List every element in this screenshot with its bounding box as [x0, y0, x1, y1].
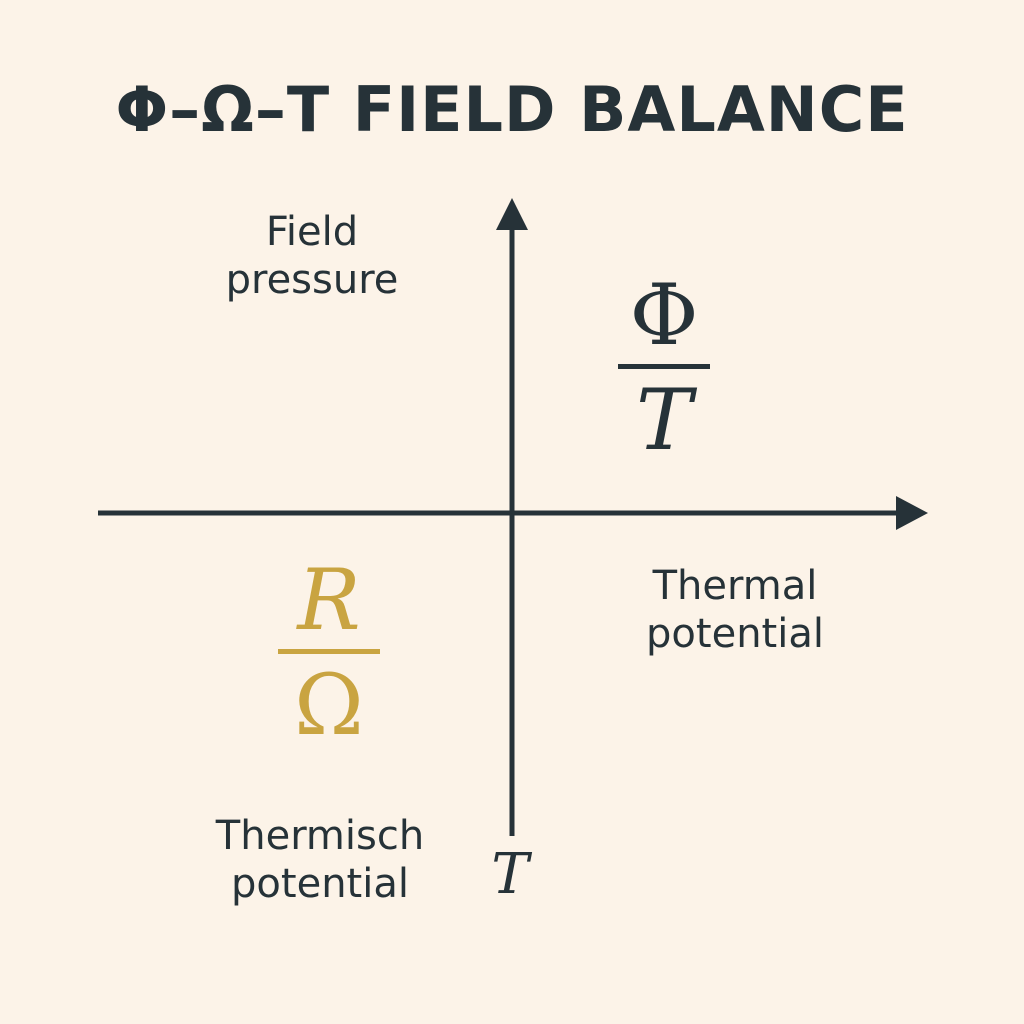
fraction-bar	[618, 364, 710, 369]
r-over-omega-fraction: R Ω	[278, 555, 380, 750]
field-pressure-line-2: pressure	[225, 257, 399, 303]
thermal-potential-line-1: Thermal	[652, 563, 818, 609]
phi-over-t-fraction: Φ T	[618, 270, 710, 465]
horizontal-axis	[98, 496, 928, 530]
t-denominator: T	[635, 371, 693, 469]
fraction-bar	[278, 649, 380, 654]
vertical-axis-variable: T	[491, 842, 529, 907]
thermisch-potential-line-2: potential	[231, 861, 409, 907]
phi-numerator: Φ	[629, 266, 699, 364]
r-numerator: R	[297, 551, 361, 649]
thermal-potential-line-2: potential	[646, 611, 824, 657]
vertical-axis-arrowhead	[496, 198, 528, 230]
horizontal-axis-arrowhead	[896, 496, 928, 530]
vertical-axis	[496, 198, 528, 836]
field-pressure-label: Field pressure	[205, 208, 419, 304]
field-pressure-line-1: Field	[265, 209, 359, 255]
thermisch-potential-label: Thermisch potential	[200, 812, 440, 908]
thermisch-potential-line-1: Thermisch	[215, 813, 425, 859]
diagram-title: Φ–Ω–T FIELD BALANCE	[115, 73, 909, 146]
omega-denominator: Ω	[294, 656, 364, 754]
thermal-potential-label: Thermal potential	[628, 562, 842, 658]
